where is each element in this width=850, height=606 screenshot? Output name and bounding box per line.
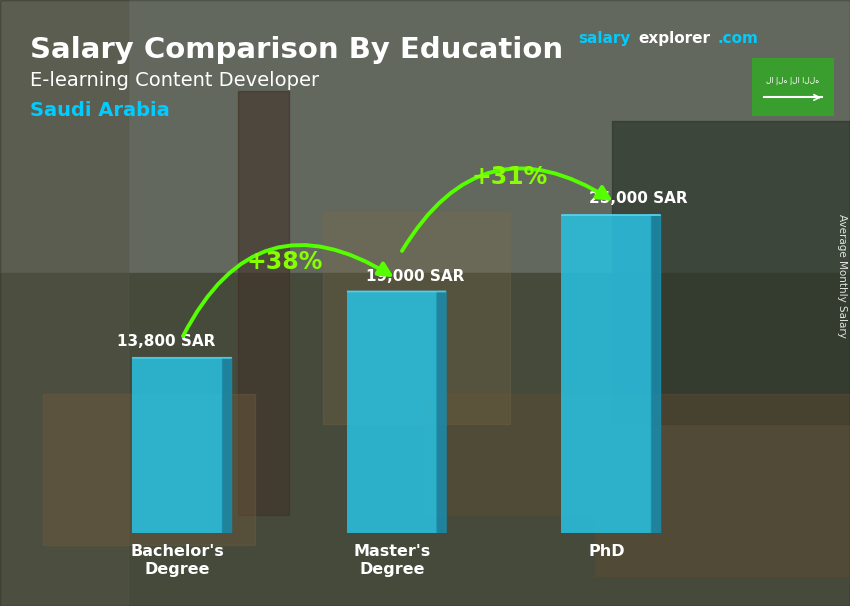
Bar bbox=[0, 0, 128, 606]
Text: .com: .com bbox=[718, 31, 759, 46]
Text: Average Monthly Salary: Average Monthly Salary bbox=[837, 214, 847, 338]
Text: 25,000 SAR: 25,000 SAR bbox=[589, 191, 688, 206]
Bar bbox=[42, 394, 255, 545]
Text: Salary Comparison By Education: Salary Comparison By Education bbox=[30, 36, 563, 64]
FancyArrowPatch shape bbox=[183, 245, 390, 336]
Text: Saudi Arabia: Saudi Arabia bbox=[30, 101, 170, 120]
Polygon shape bbox=[437, 291, 446, 533]
Bar bbox=[347, 291, 437, 533]
Bar bbox=[133, 358, 223, 533]
Bar bbox=[0, 273, 850, 606]
FancyArrowPatch shape bbox=[402, 168, 609, 251]
Text: 19,000 SAR: 19,000 SAR bbox=[366, 269, 465, 284]
Bar bbox=[595, 394, 850, 576]
Text: explorer: explorer bbox=[638, 31, 710, 46]
Bar bbox=[0, 0, 850, 273]
Polygon shape bbox=[223, 358, 231, 533]
Text: لا إله إلا الله: لا إله إلا الله bbox=[767, 76, 819, 85]
Bar bbox=[612, 121, 850, 424]
Text: E-learning Content Developer: E-learning Content Developer bbox=[30, 71, 319, 90]
Text: salary: salary bbox=[578, 31, 631, 46]
Bar bbox=[752, 58, 834, 116]
Bar bbox=[425, 394, 595, 515]
Text: 13,800 SAR: 13,800 SAR bbox=[117, 334, 216, 349]
Text: +38%: +38% bbox=[246, 250, 323, 275]
Text: +31%: +31% bbox=[472, 165, 548, 189]
Bar bbox=[562, 215, 652, 533]
Polygon shape bbox=[652, 215, 660, 533]
Bar bbox=[238, 91, 289, 515]
Bar bbox=[323, 212, 510, 424]
